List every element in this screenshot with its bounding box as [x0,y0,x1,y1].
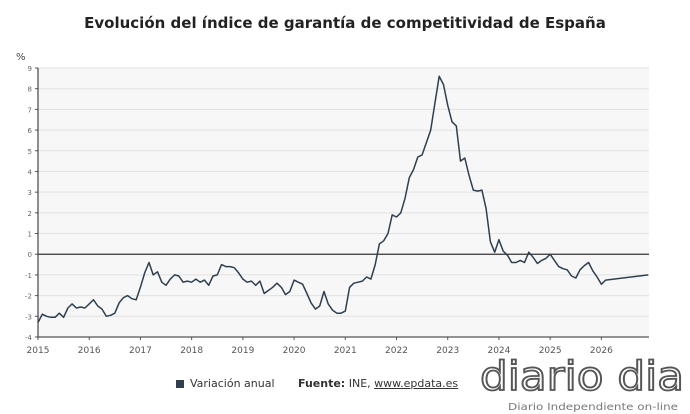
chart-title: Evolución del índice de garantía de comp… [84,14,606,32]
legend-label: Variación anual [190,377,275,390]
y-tick-label: -2 [25,293,32,301]
source-link[interactable]: www.epdata.es [374,377,459,390]
source-text: INE, [345,377,375,390]
y-tick-label: 2 [28,210,32,218]
y-tick-label: 4 [28,168,33,176]
y-tick-label: 0 [28,251,32,259]
x-tick-label: 2016 [78,346,101,356]
plot-area [38,68,649,337]
source-label: Fuente: [298,377,346,390]
logo-wordmark: diario dia [480,354,684,400]
logo-tagline: Diario Independiente on-line [508,402,678,413]
legend-item[interactable]: Variación anual [176,377,275,390]
y-tick-label: 7 [28,106,32,114]
x-tick-label: 2021 [334,346,357,356]
y-tick-label: 3 [28,189,32,197]
y-tick-label: 6 [28,127,33,135]
diario-dia-logo: diario dia Diario Independiente on-line [478,346,688,414]
x-tick-label: 2018 [180,346,203,356]
y-tick-label: -3 [25,313,32,321]
x-tick-label: 2019 [231,346,254,356]
x-tick-label: 2022 [385,346,408,356]
x-tick-label: 2025 [539,346,562,356]
x-tick-label: 2017 [129,346,152,356]
source-note: Fuente: INE, www.epdata.es [298,377,458,390]
line-chart: -4 -3 -2 -1 0 1 2 3 4 5 6 7 8 9% 2015 2016 2017 2018 2019 2… [16,52,649,356]
x-tick-label: 2015 [27,346,50,356]
y-tick-label: 1 [28,231,32,239]
x-tick-label: 2020 [283,346,306,356]
series-line [37,75,649,323]
legend-swatch [176,379,184,388]
y-tick-label: 5 [28,148,32,156]
x-tick-label: 2026 [590,346,613,356]
y-tick-label: 9 [28,65,32,73]
x-tick-label: 2023 [436,346,459,356]
y-tick-label: 8 [28,86,32,94]
logo-graphic: diario dia Diario Independiente on-line [479,353,685,413]
y-tick-label: -1 [25,272,32,280]
y-tick-label: -4 [25,334,33,342]
y-axis-label: % [16,52,26,63]
x-tick-label: 2024 [487,346,510,356]
